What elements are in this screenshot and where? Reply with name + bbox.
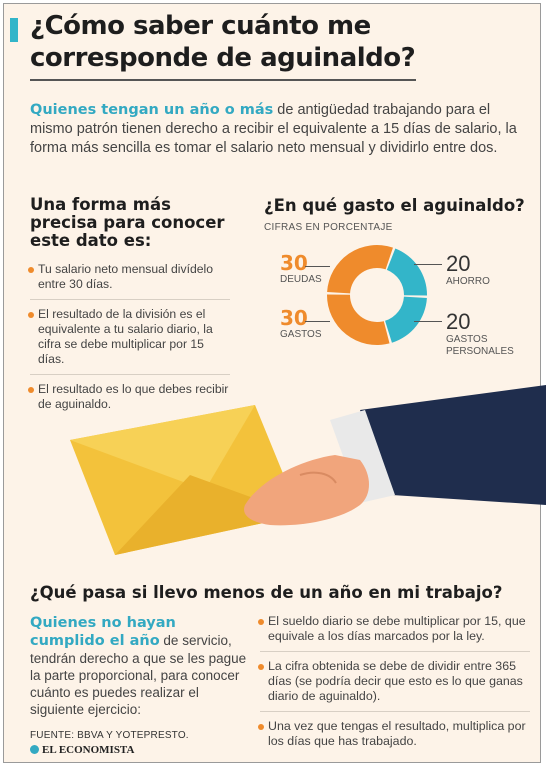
hand <box>244 455 369 526</box>
list-item: El sueldo diario se debe multiplicar por… <box>258 614 530 652</box>
deudas-leader-line <box>305 266 330 267</box>
gastos-value-label: 30 <box>280 306 308 330</box>
list-item: La cifra obtenida se debe de dividir ent… <box>258 659 530 712</box>
gastos-label: GASTOS <box>280 329 322 340</box>
title-accent-bar <box>10 18 18 42</box>
gastos-leader-line <box>305 321 330 322</box>
bottom-section-heading: ¿Qué pasa si llevo menos de un año en mi… <box>30 583 503 602</box>
brand-icon <box>30 745 39 754</box>
deudas-value-label: 30 <box>280 251 308 275</box>
bottom-paragraph: Quienes no hayan cumplido el año de serv… <box>30 614 250 718</box>
donut-slice-ahorro <box>386 248 427 296</box>
gastos-personales-value-label: 20 <box>446 309 471 334</box>
shirt-cuff <box>330 410 395 503</box>
envelope-flap <box>70 405 255 490</box>
chart-title: ¿En qué gasto el aguinaldo? <box>264 196 525 215</box>
brand-logo: EL ECONOMISTA <box>30 744 134 756</box>
donut-slice-gastos-personales <box>385 296 427 343</box>
gastos-personales-leader-line <box>414 321 442 322</box>
jacket-sleeve <box>360 385 546 505</box>
bottom-highlight: Quienes no hayan cumplido el año <box>30 615 176 649</box>
ahorro-leader-line <box>414 264 442 265</box>
deudas-label: DEUDAS <box>280 274 322 285</box>
donut-slice-gastos <box>327 294 390 345</box>
ahorro-value-label: 20 <box>446 251 471 276</box>
intro-paragraph: Quienes tengan un año o más de antigüeda… <box>30 101 520 158</box>
intro-text: de antigüedad trabajando para el mismo p… <box>30 102 517 156</box>
title-underline <box>30 79 416 81</box>
list-item: Una vez que tengas el resultado, multipl… <box>258 719 530 756</box>
left-section-heading: Una forma más precisa para conocer este … <box>30 195 225 250</box>
source-note: FUENTE: BBVA Y YOTEPRESTO. <box>30 730 189 741</box>
envelope-fold <box>115 475 300 555</box>
list-item: El resultado es lo que debes recibir de … <box>28 382 230 419</box>
list-item: Tu salario neto mensual divídelo entre 3… <box>28 262 230 300</box>
list-item: El resultado de la división es el equiva… <box>28 307 230 375</box>
donut-chart <box>327 245 427 345</box>
hand-envelope-illustration <box>70 385 546 555</box>
bottom-bullet-list: El sueldo diario se debe multiplicar por… <box>258 614 530 763</box>
left-bullet-list: Tu salario neto mensual divídelo entre 3… <box>28 262 230 426</box>
bottom-text: de servicio, tendrán derecho a que se le… <box>30 633 247 717</box>
page-title: ¿Cómo saber cuánto me corresponde de agu… <box>30 11 416 73</box>
chart-subtitle: CIFRAS EN PORCENTAJE <box>264 222 393 233</box>
thumb-line <box>299 471 337 484</box>
gastos-personales-label: GASTOS PERSONALES <box>446 334 514 357</box>
intro-highlight: Quienes tengan un año o más <box>30 102 274 118</box>
infographic-frame <box>3 3 541 763</box>
donut-slice-deudas <box>327 245 393 294</box>
ahorro-label: AHORRO <box>446 276 490 287</box>
